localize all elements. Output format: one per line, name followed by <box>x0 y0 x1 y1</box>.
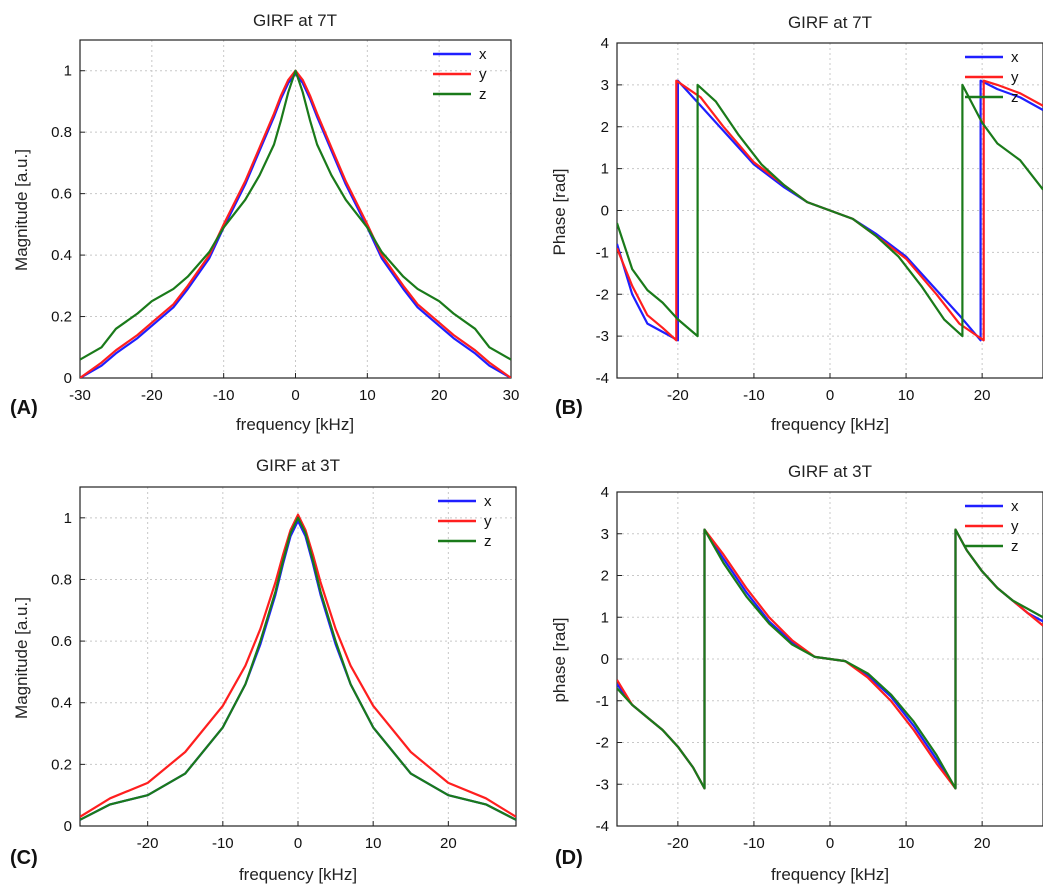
panel-a-ytick-label-5: 1 <box>64 63 72 80</box>
panel-a-ytick-label-4: 0.8 <box>51 124 72 141</box>
panel-b-ytick-label-6: 2 <box>601 119 609 136</box>
panel-a-xtick-label-0: -30 <box>69 387 91 404</box>
panel-a-xtick-label-6: 30 <box>503 387 520 404</box>
panel-b-ytick-label-4: 0 <box>601 203 609 220</box>
panel-d-title: GIRF at 3T <box>788 462 872 481</box>
panel-b-legend-label-y: y <box>1011 69 1019 86</box>
panel-a-legend-label-z: z <box>479 86 487 103</box>
panel-b-ytick-label-0: -4 <box>596 370 609 387</box>
panel-c-xtick-label-3: 10 <box>365 835 382 852</box>
panel-c-ytick-label-3: 0.6 <box>51 633 72 650</box>
panel-a-xtick-label-3: 0 <box>291 387 299 404</box>
panel-b-xtick-label-3: 10 <box>898 387 915 404</box>
panel-b-axes-frame <box>616 42 1043 379</box>
panel-c-ytick-label-0: 0 <box>64 818 72 835</box>
panel-a-ytick-label-0: 0 <box>64 370 72 387</box>
panel-c-xtick-label-1: -10 <box>212 835 234 852</box>
panel-b-ytick-label-2: -2 <box>596 286 609 303</box>
panel-d-ytick-label-8: 4 <box>601 484 609 501</box>
panel-a-legend-label-x: x <box>479 46 487 63</box>
panel-c-ytick-label-4: 0.8 <box>51 571 72 588</box>
panel-d-ytick-label-6: 2 <box>601 568 609 585</box>
panel-a-plot-area: -30 -20 -10 0 10 20 30 0 0.2 0.4 0.6 0.8 1 xyz <box>51 39 520 404</box>
panel-c-plot-area: -20 -10 0 10 20 0 0.2 0.4 0.6 0.8 1 xyz <box>51 486 517 852</box>
panel-c-legend-label-x: x <box>484 493 492 510</box>
panel-a-ytick-label-1: 0.2 <box>51 309 72 326</box>
panel-c-legend-label-z: z <box>484 533 492 550</box>
panel-d-ytick-label-5: 1 <box>601 609 609 626</box>
panel-d: GIRF at 3T frequency [kHz] phase [rad] (… <box>550 462 1043 884</box>
panel-d-xlabel: frequency [kHz] <box>771 865 889 884</box>
panel-a-label: (A) <box>10 397 38 419</box>
panel-a-ylabel: Magnitude [a.u.] <box>12 149 31 271</box>
panel-b-xlabel: frequency [kHz] <box>771 415 889 434</box>
panel-b-xtick-label-0: -20 <box>667 387 689 404</box>
panel-b: GIRF at 7T frequency [kHz] Phase [rad] (… <box>550 13 1043 434</box>
panel-b-legend-label-x: x <box>1011 49 1019 66</box>
panel-a-xtick-label-2: -10 <box>213 387 235 404</box>
panel-c-ytick-label-1: 0.2 <box>51 756 72 773</box>
panel-c-title: GIRF at 3T <box>256 456 340 475</box>
panel-b-ytick-label-5: 1 <box>601 161 609 178</box>
panel-b-title: GIRF at 7T <box>788 13 872 32</box>
panel-a-title: GIRF at 7T <box>253 11 337 30</box>
panel-b-xtick-label-4: 20 <box>974 387 991 404</box>
panel-c-axes-frame <box>79 486 517 827</box>
panel-d-ylabel: phase [rad] <box>550 617 569 702</box>
panel-b-ytick-label-1: -3 <box>596 328 609 345</box>
panel-d-legend-label-z: z <box>1011 538 1019 555</box>
panel-c-series-z <box>80 516 516 821</box>
panel-a-xtick-label-5: 20 <box>431 387 448 404</box>
panel-d-xtick-label-1: -10 <box>743 835 765 852</box>
panel-d-label: (D) <box>555 847 583 869</box>
panel-c-ytick-label-2: 0.4 <box>51 695 72 712</box>
panel-a-ytick-label-2: 0.4 <box>51 247 72 264</box>
panel-c-xtick-label-2: 0 <box>294 835 302 852</box>
panel-d-ytick-label-1: -3 <box>596 776 609 793</box>
panel-b-xtick-label-1: -10 <box>743 387 765 404</box>
panel-d-xtick-label-3: 10 <box>898 835 915 852</box>
panel-c-xlabel: frequency [kHz] <box>239 865 357 884</box>
panel-c-legend-label-y: y <box>484 513 492 530</box>
panel-d-xtick-label-2: 0 <box>826 835 834 852</box>
panel-b-series-z <box>617 83 1043 338</box>
panel-d-xtick-label-4: 20 <box>974 835 991 852</box>
panel-a-ytick-label-3: 0.6 <box>51 186 72 203</box>
panel-b-ytick-label-3: -1 <box>596 244 609 261</box>
panel-c-series-x <box>80 519 516 821</box>
panel-c: GIRF at 3T frequency [kHz] Magnitude [a.… <box>10 456 517 884</box>
panel-d-legend-label-x: x <box>1011 498 1019 515</box>
panel-c-label: (C) <box>10 847 38 869</box>
panel-b-ytick-label-8: 4 <box>601 35 609 52</box>
panel-d-legend-label-y: y <box>1011 518 1019 535</box>
panel-d-ytick-label-2: -2 <box>596 735 609 752</box>
panel-c-xtick-label-4: 20 <box>440 835 457 852</box>
panel-b-ylabel: Phase [rad] <box>550 169 569 256</box>
panel-d-ytick-label-0: -4 <box>596 818 609 835</box>
panel-d-ytick-label-7: 3 <box>601 526 609 543</box>
panel-b-ytick-label-7: 3 <box>601 77 609 94</box>
panel-a-series-z <box>80 69 511 361</box>
panel-a-xlabel: frequency [kHz] <box>236 415 354 434</box>
panel-c-ylabel: Magnitude [a.u.] <box>12 597 31 719</box>
panel-a-xtick-label-4: 10 <box>359 387 376 404</box>
panel-a-axes-frame <box>79 39 512 379</box>
panel-b-xtick-label-2: 0 <box>826 387 834 404</box>
panel-a-xtick-label-1: -20 <box>141 387 163 404</box>
panel-d-ytick-label-3: -1 <box>596 693 609 710</box>
panel-d-axes-frame <box>616 491 1043 827</box>
panel-b-legend-label-z: z <box>1011 89 1019 106</box>
panel-b-label: (B) <box>555 397 583 419</box>
panel-a: GIRF at 7T frequency [kHz] Magnitude [a.… <box>10 11 519 434</box>
panel-c-xtick-label-0: -20 <box>137 835 159 852</box>
panel-d-ytick-label-4: 0 <box>601 651 609 668</box>
panel-c-series-y <box>80 513 516 818</box>
panel-a-legend-label-y: y <box>479 66 487 83</box>
panel-d-xtick-label-0: -20 <box>667 835 689 852</box>
panel-d-series-z <box>617 528 1043 790</box>
panel-c-ytick-label-5: 1 <box>64 510 72 527</box>
